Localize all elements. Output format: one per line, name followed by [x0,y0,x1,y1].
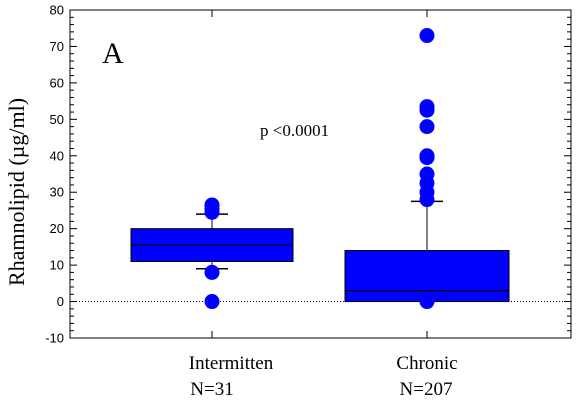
sample-size-label-chronic: N=207 [400,379,453,400]
outlier-point [204,294,220,310]
y-tick-label: -10 [45,331,64,346]
y-tick-label: 70 [50,39,64,54]
x-category-label-chronic: Chronic [396,353,457,374]
y-tick-label: 60 [50,75,64,90]
outlier-point [419,192,435,208]
outlier-point [419,119,435,135]
outlier-point [419,28,435,44]
outlier-point [204,264,220,280]
plot-frame [69,9,572,339]
y-tick-label: 20 [50,221,64,236]
outlier-point [419,150,435,166]
sample-size-label-intermitten: N=31 [190,379,233,400]
plot-area: -10 0 10 20 30 40 50 60 70 80 [45,3,572,346]
p-value-annotation: p <0.0001 [260,121,329,140]
y-tick-label: 30 [50,185,64,200]
y-tick-label: 80 [50,3,64,18]
y-axis-label: Rhamnolipid (µg/ml) [4,98,29,286]
x-category-label-intermitten: Intermitten [189,353,274,374]
iqr-box [344,250,510,303]
outlier-point [204,204,220,220]
y-tick-label: 0 [57,294,64,309]
y-tick-label: 50 [50,112,64,127]
panel-label: A [102,37,124,70]
y-tick-label: 40 [50,148,64,163]
outlier-point [419,102,435,118]
outlier-point [419,294,435,310]
y-tick-label: 10 [50,258,64,273]
